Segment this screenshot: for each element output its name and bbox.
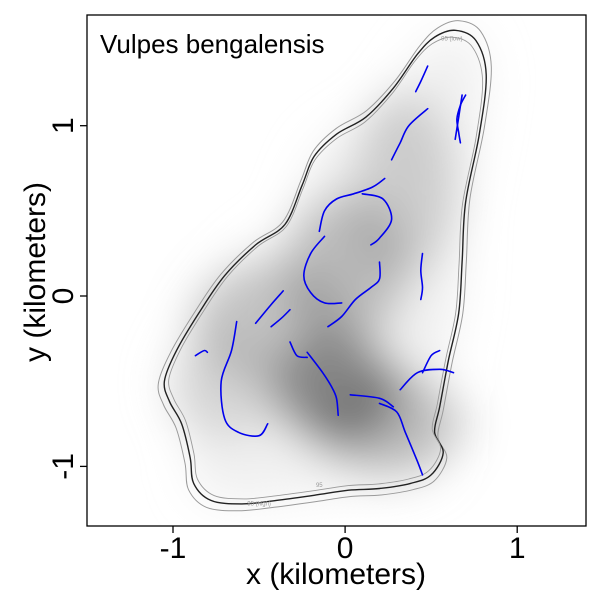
plot-frame [86,14,587,527]
y-axis-title: y (kilometers) [19,182,52,362]
y-tick-label: 0 [47,288,80,305]
density-blob [310,372,466,475]
density-blob [353,91,457,279]
track-segment [420,252,424,301]
track-segment [270,308,291,328]
y-tick-label: 1 [47,117,80,134]
contour-label: 95 [316,483,323,489]
track-segment [318,177,386,233]
track-segment [306,351,339,417]
track-segment [327,261,381,328]
contour-95 [163,29,487,505]
track-segment [194,349,209,357]
x-tick-label: 0 [337,532,354,565]
track-segment [303,235,343,305]
track-segment [289,341,308,359]
y-axis: -1 0 1 [47,117,87,480]
track-layer [194,65,467,476]
track-segment [390,107,429,161]
contour-95-high [157,20,492,512]
track-segment [254,290,284,325]
contour-layer: 95 (low) 95 95 (high) [157,20,492,512]
track-segment [220,320,269,437]
contour-95-low [168,36,484,500]
contour-label: 95 (high) [247,502,271,508]
x-tick-label: -1 [160,532,187,565]
track-segment [349,394,395,408]
track-segment [378,402,424,476]
track-segment [456,94,467,144]
chart-title: Vulpes bengalensis [100,29,325,59]
x-axis: -1 0 1 [160,526,526,565]
track-segment [414,65,429,93]
y-tick-label: -1 [47,453,80,480]
track-segment [454,94,463,141]
density-layer [164,30,487,504]
track-segment [361,193,393,246]
contour-label: 95 (low) [441,37,462,43]
track-segment [399,368,455,391]
x-tick-label: 1 [509,532,526,565]
track-segment [421,349,441,374]
x-axis-title: x (kilometers) [246,558,426,591]
density-blob [173,338,277,441]
